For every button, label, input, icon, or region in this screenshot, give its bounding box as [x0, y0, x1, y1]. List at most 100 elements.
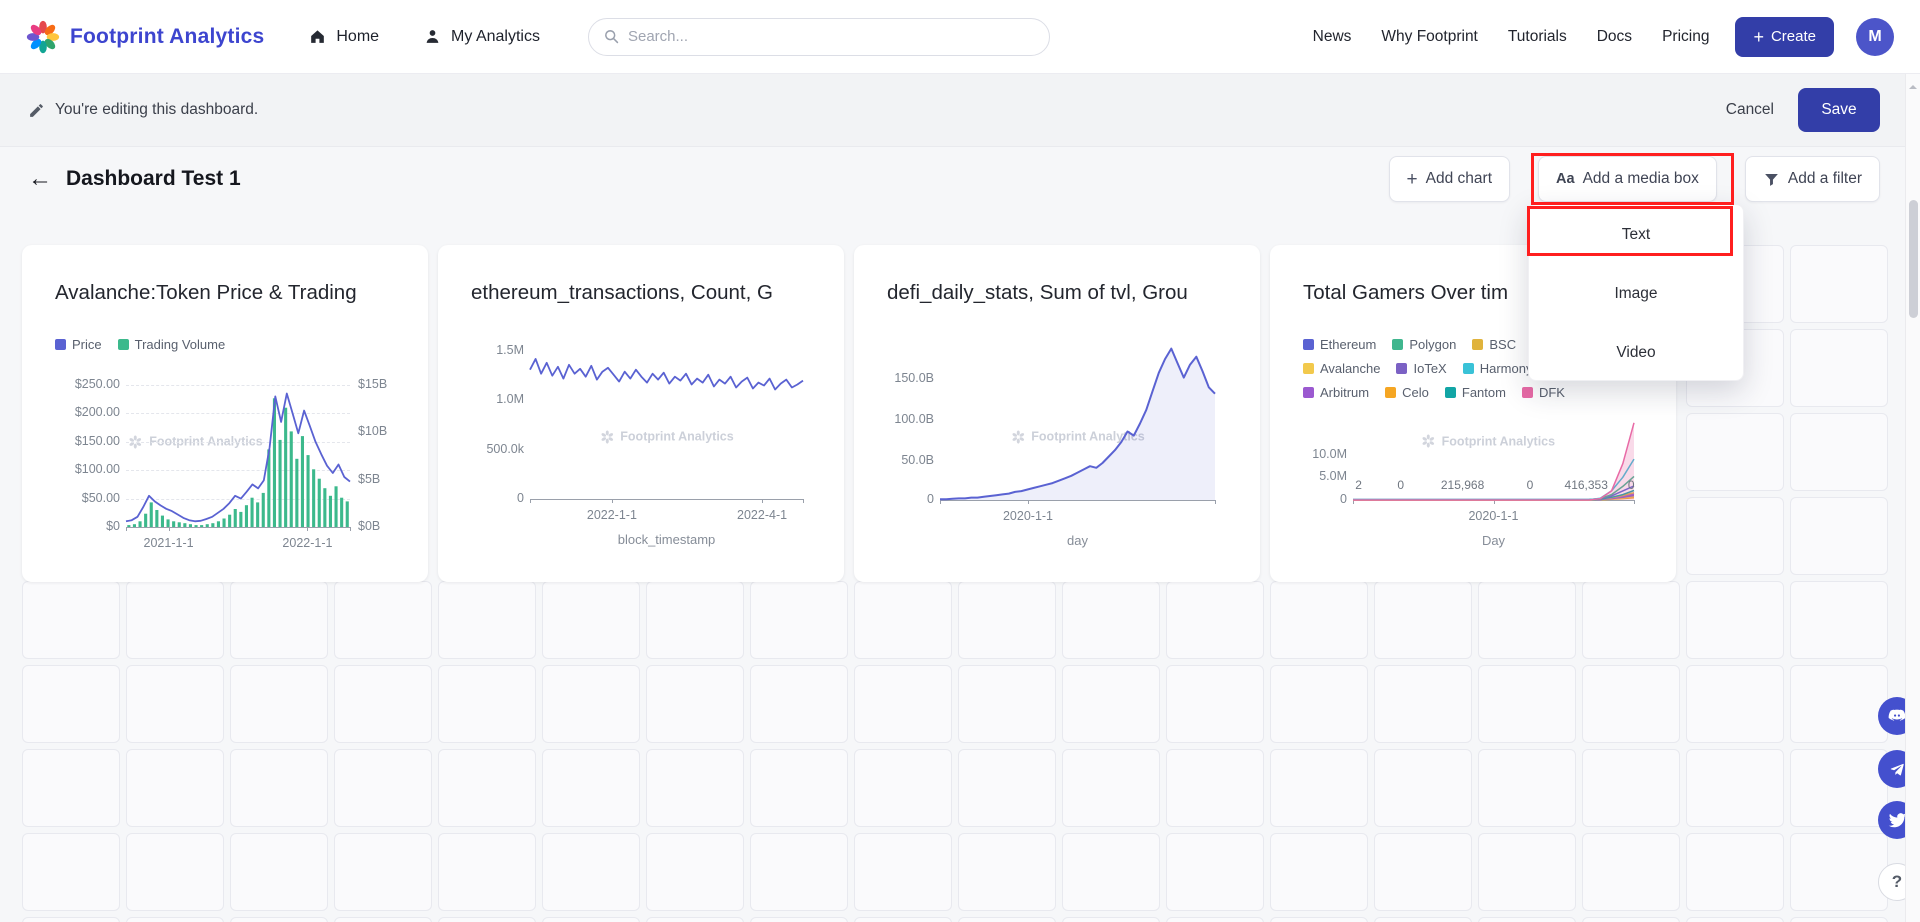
grid-cell [1478, 665, 1576, 743]
legend-item-iotex[interactable]: IoTeX [1396, 361, 1447, 376]
legend-swatch [1462, 363, 1474, 374]
legend-item-fantom[interactable]: Fantom [1444, 385, 1506, 400]
chart-legend: Price Trading Volume [55, 337, 395, 361]
add-chart-button[interactable]: + Add chart [1388, 156, 1511, 202]
grid-cell [646, 833, 744, 911]
create-button[interactable]: + Create [1735, 16, 1834, 57]
legend-item-harmony[interactable]: Harmony [1462, 361, 1533, 376]
add-media-box-button[interactable]: Aa Add a media box [1538, 156, 1717, 202]
nav-home[interactable]: Home [308, 27, 379, 46]
legend-item-price[interactable]: Price [55, 337, 102, 352]
user-icon [426, 30, 439, 43]
grid-cell [334, 917, 432, 922]
grid-cell [854, 665, 952, 743]
gridline [126, 413, 350, 415]
grid-cell [1686, 581, 1784, 659]
x-axis-tick-mark [803, 499, 804, 503]
x-axis-tick-label: 2022-1-1 [586, 508, 637, 522]
y-axis-tick-label: $50.00 [81, 490, 120, 505]
edit-banner-message: You're editing this dashboard. [55, 101, 259, 118]
legend-swatch [1303, 339, 1314, 350]
y-axis-tick-label: $0 [106, 519, 120, 533]
legend-label: Price [72, 337, 102, 352]
legend-item-dfk[interactable]: DFK [1521, 385, 1565, 400]
nav-my-analytics[interactable]: My Analytics [423, 27, 540, 46]
chart-card-defi-daily-stats[interactable]: defi_daily_stats, Sum of tvl, Grou Footp… [854, 245, 1260, 582]
grid-cell [22, 917, 120, 922]
chart-card-ethereum-transactions[interactable]: ethereum_transactions, Count, G Footprin… [438, 245, 844, 582]
watermark-text: Footprint Analytics [1441, 434, 1556, 449]
top-links: News Why Footprint Tutorials Docs Pricin… [1313, 28, 1710, 46]
legend-label: DFK [1538, 385, 1565, 400]
plus-icon: + [1753, 26, 1764, 47]
x-axis-tick-mark [168, 527, 170, 531]
telegram-icon [1890, 763, 1904, 775]
grid-cell [1374, 581, 1472, 659]
grid-cell [750, 833, 848, 911]
nav-link-tutorials[interactable]: Tutorials [1507, 27, 1567, 45]
y-axis-tick-label: $200.00 [74, 405, 120, 420]
legend-item-ethereum[interactable]: Ethereum [1303, 337, 1376, 352]
grid-cell [1478, 833, 1576, 911]
legend-item-arbitrum[interactable]: Arbitrum [1303, 385, 1369, 400]
chart-title: defi_daily_stats, Sum of tvl, Grou [887, 281, 1188, 304]
x-axis-tick-label: 2021-1-1 [143, 536, 194, 550]
scrollbar[interactable] [1905, 74, 1920, 922]
add-filter-button[interactable]: Add a filter [1744, 156, 1880, 202]
scrollbar-up-arrow[interactable] [1909, 81, 1917, 89]
search-bar[interactable] [587, 17, 1050, 56]
media-menu-item-text[interactable]: Text [1621, 225, 1651, 243]
media-menu-item-video[interactable]: Video [1616, 343, 1656, 361]
grid-cell [1582, 917, 1680, 922]
cancel-button[interactable]: Cancel [1725, 101, 1774, 118]
create-button-label: Create [1770, 28, 1816, 45]
legend-item-avalanche[interactable]: Avalanche [1303, 361, 1380, 376]
grid-cell [750, 749, 848, 827]
legend-item-bsc[interactable]: BSC [1472, 337, 1516, 352]
home-icon [311, 30, 325, 43]
grid-cell [646, 749, 744, 827]
data-label: 0 [1526, 478, 1534, 492]
watermark: Footprint Analytics [599, 429, 734, 444]
legend-label: Trading Volume [134, 337, 226, 352]
grid-cell [126, 833, 224, 911]
avatar[interactable]: M [1856, 17, 1894, 56]
nav-link-news[interactable]: News [1312, 27, 1352, 45]
add-chart-label: Add chart [1425, 170, 1493, 187]
search-input[interactable] [627, 28, 1035, 45]
media-menu-item-image[interactable]: Image [1614, 284, 1658, 302]
grid-cell [1478, 581, 1576, 659]
text-format-icon: Aa [1556, 171, 1575, 187]
legend-swatch [117, 339, 129, 350]
legend-label: Harmony [1479, 361, 1533, 376]
nav-link-pricing[interactable]: Pricing [1662, 27, 1710, 45]
back-button[interactable]: ← [28, 165, 52, 192]
nav-link-docs[interactable]: Docs [1596, 27, 1633, 45]
grid-cell [1478, 917, 1576, 922]
chart-card-avalanche[interactable]: Avalanche:Token Price & Trading Price Tra… [22, 245, 428, 582]
scrollbar-thumb[interactable] [1909, 200, 1918, 318]
legend-item-trading volume[interactable]: Trading Volume [117, 337, 226, 352]
grid-cell [542, 833, 640, 911]
brand-logo[interactable]: Footprint Analytics [26, 20, 264, 54]
watermark-logo-icon [1422, 434, 1434, 448]
grid-cell [438, 833, 536, 911]
media-menu: Text Image Video [1528, 204, 1744, 381]
grid-cell [542, 665, 640, 743]
grid-cell [334, 581, 432, 659]
x-axis-title: Day [1481, 533, 1506, 548]
nav-link-why-footprint[interactable]: Why Footprint [1381, 27, 1478, 45]
x-axis-line [940, 500, 1215, 501]
grid-cell [1686, 917, 1784, 922]
grid-cell [1790, 581, 1888, 659]
watermark-text: Footprint Analytics [1031, 429, 1145, 444]
y-axis-tick-label: $100.00 [74, 462, 120, 477]
save-button[interactable]: Save [1798, 88, 1880, 132]
x-axis-title: day [1067, 533, 1088, 548]
legend-item-celo[interactable]: Celo [1385, 385, 1429, 400]
x-axis-tick-mark [1493, 500, 1495, 504]
legend-item-polygon[interactable]: Polygon [1392, 337, 1456, 352]
grid-cell [1686, 665, 1784, 743]
footprint-logo-icon [26, 20, 60, 53]
grid-cell [1790, 245, 1888, 323]
